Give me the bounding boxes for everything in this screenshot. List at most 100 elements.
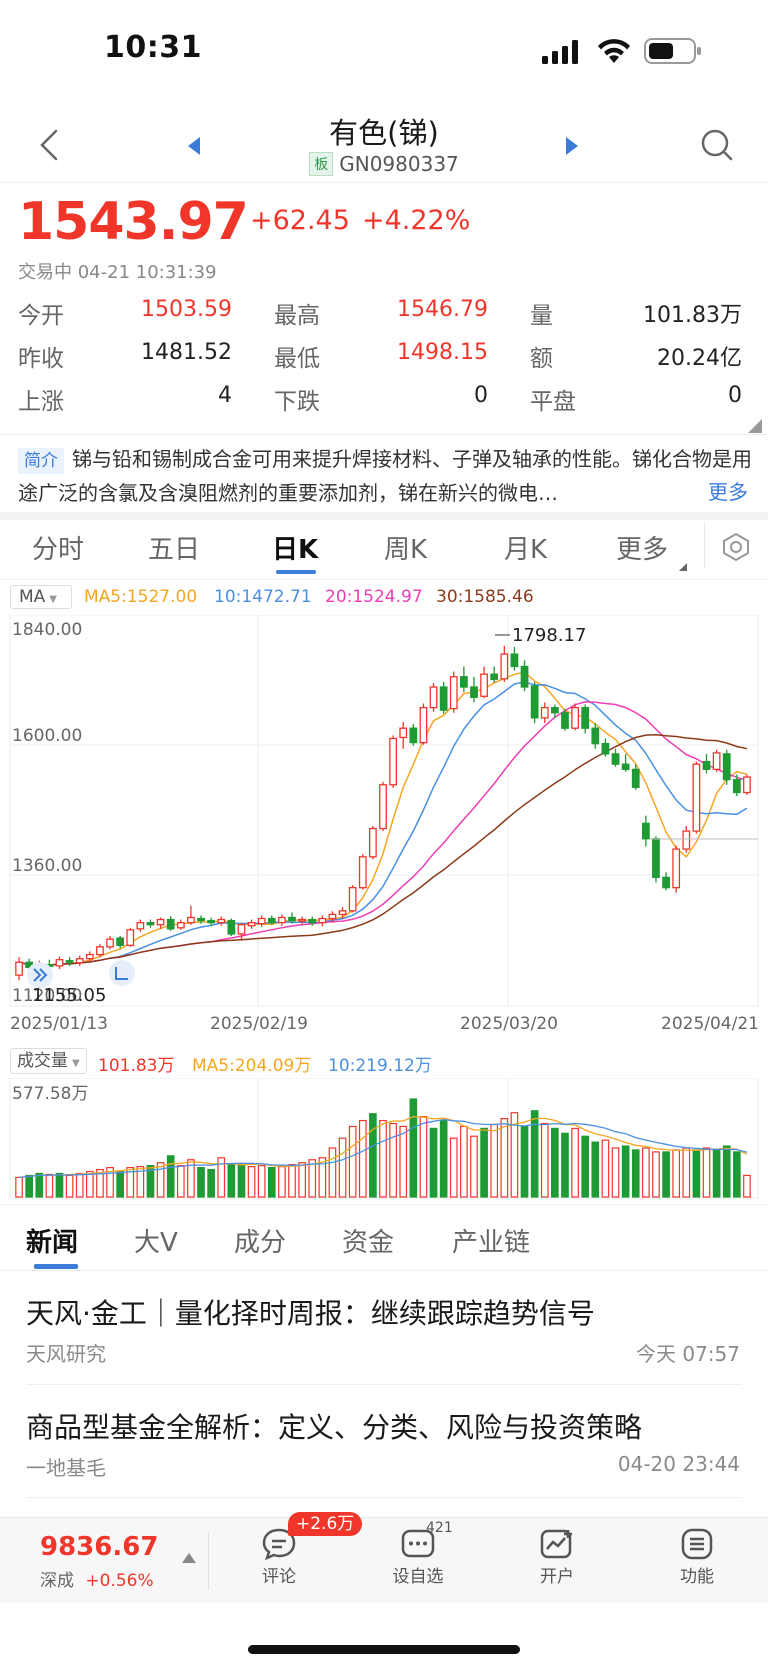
- board-code: GN0980337: [339, 152, 459, 176]
- stat-value-open: 1503.59: [141, 297, 232, 322]
- functions-button[interactable]: 功能: [642, 1528, 752, 1587]
- candle-body: [338, 910, 347, 916]
- chart-settings-icon[interactable]: [722, 532, 750, 566]
- tab-five-day[interactable]: 五日: [148, 535, 201, 565]
- tab-daily-k[interactable]: 日K: [272, 535, 319, 565]
- candle-body: [409, 727, 418, 744]
- tab-more[interactable]: 更多: [616, 535, 669, 565]
- volume-bar: [35, 1172, 44, 1198]
- y-tick-1360: 1360.00: [12, 856, 82, 876]
- volume-bar: [561, 1132, 569, 1198]
- ma10-line: [18, 681, 748, 966]
- volume-bar: [652, 1151, 660, 1198]
- candle-body: [106, 938, 114, 948]
- y-tick-1600: 1600.00: [12, 726, 82, 746]
- news-title: 天风·金工｜量化择时周报：继续跟踪趋势信号: [26, 1297, 595, 1330]
- candle-body: [692, 763, 701, 832]
- candle-body: [571, 706, 579, 729]
- stats-grid: 今开 1503.59 最高 1546.79 量 101.83万 昨收 1481.…: [0, 296, 768, 426]
- candle-body: [652, 838, 660, 879]
- volume-bar: [55, 1172, 64, 1198]
- candle-body: [641, 822, 650, 840]
- ma20-line: [18, 701, 748, 966]
- volume-ma5-line: [19, 1115, 748, 1179]
- stat-label-open: 今开: [18, 303, 64, 329]
- volume-bar: [530, 1110, 539, 1198]
- news-tab-industry-chain[interactable]: 产业链: [452, 1228, 531, 1258]
- candle-body: [399, 727, 408, 739]
- volume-bar: [308, 1159, 317, 1198]
- volume-bar: [510, 1112, 519, 1198]
- legend-ma10: 10:1472.71: [214, 587, 312, 607]
- candle-body: [257, 917, 266, 925]
- stat-label-low: 最低: [274, 346, 320, 372]
- comment-button[interactable]: 评论: [224, 1528, 334, 1587]
- news-tab-indicator: [34, 1264, 78, 1269]
- double-chevron-icon[interactable]: [27, 962, 53, 988]
- candle-body: [288, 916, 296, 922]
- index-expand-icon[interactable]: [182, 1548, 196, 1567]
- news-tab-news[interactable]: 新闻: [26, 1228, 79, 1258]
- index-change: +0.56%: [85, 1571, 154, 1591]
- candle-body: [15, 961, 23, 976]
- volume-bar: [631, 1149, 640, 1198]
- candle-body: [682, 830, 691, 850]
- news-item[interactable]: 天风·金工｜量化择时周报：继续跟踪趋势信号 天风研究 今天 07:57: [0, 1272, 768, 1384]
- ma5-line: [18, 671, 748, 966]
- y-tick-1120: 1120.00: [12, 986, 82, 1006]
- news-title: 商品型基金全解析：定义、分类、风险与投资策略: [26, 1411, 643, 1444]
- tab-weekly-k[interactable]: 周K: [384, 535, 428, 565]
- index-ticker[interactable]: 9836.67 深成 +0.56%: [40, 1532, 200, 1591]
- volume-bar: [389, 1122, 397, 1198]
- prev-board-icon[interactable]: [186, 136, 202, 160]
- candle-body: [247, 922, 256, 927]
- open-account-label: 开户: [540, 1567, 574, 1587]
- add-watchlist-icon: [400, 1528, 436, 1560]
- volume-bar: [15, 1176, 23, 1198]
- more-caret-icon: [679, 556, 687, 575]
- next-board-icon[interactable]: [564, 136, 580, 160]
- tab-intraday[interactable]: 分时: [32, 535, 85, 565]
- add-watchlist-button[interactable]: 设自选: [363, 1528, 473, 1587]
- volume-bar: [247, 1166, 256, 1198]
- expand-stats-icon[interactable]: [748, 418, 762, 437]
- candle-body: [540, 706, 549, 719]
- kline-chart[interactable]: 1840.00 1600.00 1360.00 1120.00 1798.17 …: [0, 615, 768, 1015]
- news-tab-components[interactable]: 成分: [234, 1228, 287, 1258]
- stat-label-prev-close: 昨收: [18, 346, 64, 372]
- candle-body: [136, 922, 145, 930]
- volume-bar: [379, 1119, 387, 1198]
- volume-bar: [419, 1116, 428, 1198]
- news-tab-bigv[interactable]: 大V: [134, 1228, 178, 1258]
- tab-monthly-k[interactable]: 月K: [504, 535, 548, 565]
- candle-body: [449, 676, 458, 710]
- candle-body: [278, 916, 286, 924]
- volume-bar: [126, 1166, 135, 1198]
- search-icon[interactable]: [700, 128, 734, 166]
- fullscreen-icon[interactable]: [109, 960, 135, 986]
- low-annotation: 1155.05: [32, 985, 106, 1006]
- current-price: 1543.97: [18, 192, 249, 252]
- volume-bar: [520, 1125, 529, 1198]
- volume-max-label: 577.58万: [12, 1084, 88, 1104]
- volume-selector[interactable]: 成交量 ▼: [10, 1048, 87, 1074]
- news-item[interactable]: 商品型基金全解析：定义、分类、风险与投资策略 一地基毛 04-20 23:44: [0, 1386, 768, 1498]
- volume-bar: [217, 1157, 226, 1198]
- candle-body: [217, 918, 226, 924]
- volume-bar: [136, 1166, 145, 1198]
- volume-bar: [429, 1127, 438, 1198]
- price-change-percent: +4.22%: [362, 205, 471, 236]
- back-icon[interactable]: [38, 128, 60, 166]
- volume-chart[interactable]: 577.58万: [0, 1078, 768, 1202]
- candle-body: [55, 959, 64, 967]
- open-account-button[interactable]: 开户: [502, 1528, 612, 1587]
- index-value: 9836.67: [40, 1532, 159, 1562]
- news-tab-capital[interactable]: 资金: [342, 1228, 395, 1258]
- ma30-line: [18, 734, 748, 966]
- intro-more-link[interactable]: 更多: [704, 476, 748, 505]
- candle-body: [379, 784, 387, 830]
- ma-selector[interactable]: MA ▼: [10, 585, 72, 609]
- candle-body: [621, 763, 630, 770]
- legend-ma30: 30:1585.46: [436, 587, 534, 607]
- intro-section[interactable]: 简介 锑与铅和锡制成合金可用来提升焊接材料、子弹及轴承的性能。锑化合物是用途广泛的…: [18, 442, 758, 510]
